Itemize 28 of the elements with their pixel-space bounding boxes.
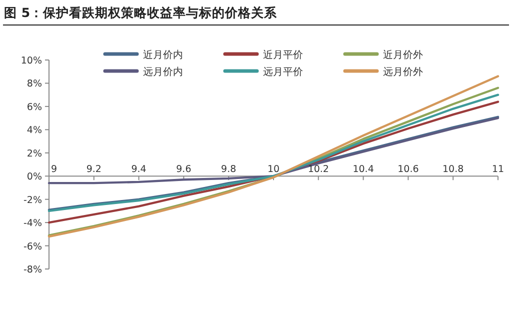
y-tick-label: 0% — [26, 172, 42, 183]
legend-label: 近月价内 — [143, 49, 183, 61]
y-tick-label: 10% — [20, 56, 42, 66]
x-tick-label: 9 — [50, 164, 58, 176]
chart-title: 图 5：保护看跌期权策略收益率与标的价格关系 — [4, 5, 278, 20]
x-tick-label: 10 — [267, 164, 280, 176]
x-tick-label: 10.6 — [398, 164, 419, 176]
y-tick-label: -8% — [24, 264, 42, 276]
y-tick-label: 6% — [26, 102, 42, 113]
y-tick-label: -4% — [24, 218, 42, 230]
y-tick-label: 2% — [26, 148, 42, 160]
y-tick-label: -2% — [24, 194, 42, 206]
x-tick-label: 9.6 — [176, 164, 192, 176]
legend-label: 远月平价 — [263, 66, 303, 78]
x-tick-label: 9.2 — [86, 164, 102, 176]
x-tick-label: 9.8 — [221, 164, 236, 176]
y-tick-label: 4% — [26, 125, 42, 136]
x-tick-label: 10.8 — [442, 164, 464, 176]
legend-label: 远月价内 — [143, 66, 183, 78]
legend-label: 近月价外 — [383, 49, 423, 61]
x-tick-label: 11 — [492, 164, 504, 176]
x-tick-label: 10.2 — [308, 164, 329, 176]
y-tick-label: 8% — [26, 78, 42, 90]
legend-label: 近月平价 — [263, 49, 303, 61]
x-tick-label: 9.4 — [131, 164, 146, 176]
x-tick-label: 10.4 — [352, 164, 374, 176]
legend-label: 远月价外 — [383, 66, 423, 78]
y-tick-label: -6% — [24, 241, 42, 252]
